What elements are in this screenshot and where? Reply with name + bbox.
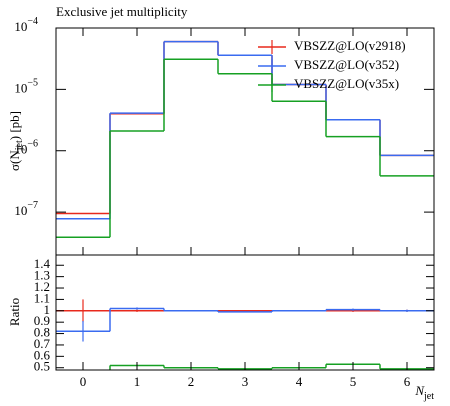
legend-label: VBSZZ@LO(v35x) (294, 76, 399, 91)
y-tick-label: 10−7 (14, 200, 38, 218)
x-axis-label-text: N (414, 383, 425, 398)
y-tick-exponent: −5 (27, 78, 38, 89)
ratio-y-tick-label: 1.2 (34, 279, 50, 294)
y-axis-label: σ(Njet) [pb] (7, 111, 25, 171)
ratio-plot (56, 299, 434, 370)
chart-title: Exclusive jet multiplicity (56, 4, 188, 19)
x-tick-label: 0 (80, 374, 87, 389)
ratio-y-tick-label: 0.5 (34, 359, 50, 374)
legend-label: VBSZZ@LO(v2918) (294, 38, 406, 53)
y-tick-base: 10 (14, 203, 27, 218)
ratio-y-tick-label: 1.1 (34, 290, 50, 305)
ratio-y-tick-label: 0.9 (34, 313, 50, 328)
x-tick-label: 3 (242, 374, 249, 389)
y-axis-label-sub: jet (14, 140, 25, 151)
y-tick-label: 10−5 (14, 78, 38, 96)
ratio-y-tick-label: 0.6 (34, 347, 51, 362)
legend-label: VBSZZ@LO(v352) (294, 57, 399, 72)
y-tick-exponent: −7 (27, 200, 38, 211)
y-axis-label-suffix: ) [pb] (7, 111, 22, 140)
x-tick-label: 5 (350, 374, 357, 389)
y-tick-label: 10−4 (14, 16, 38, 34)
ratio-y-tick-label: 0.7 (34, 336, 51, 351)
y-tick-base: 10 (14, 80, 27, 95)
x-tick-label: 2 (188, 374, 195, 389)
ratio-y-tick-label: 1 (44, 302, 51, 317)
ratio-y-tick-label: 1.3 (34, 268, 50, 283)
y-tick-exponent: −4 (27, 16, 38, 27)
y-axis-label-text: σ(N (7, 150, 22, 171)
ratio-axis-label: Ratio (7, 298, 22, 326)
y-tick-exponent: −6 (27, 139, 38, 150)
y-tick-base: 10 (14, 19, 27, 34)
x-axis-label: Njet (414, 383, 434, 402)
y-tick-base: 10 (14, 142, 27, 157)
ratio-y-tick-label: 1.4 (34, 256, 51, 271)
x-tick-label: 4 (296, 374, 303, 389)
x-axis-label-sub: jet (423, 391, 434, 402)
ratio-y-tick-label: 0.8 (34, 325, 50, 340)
x-tick-label: 6 (404, 374, 411, 389)
x-tick-label: 1 (134, 374, 141, 389)
y-tick-label: 10−6 (14, 139, 38, 157)
